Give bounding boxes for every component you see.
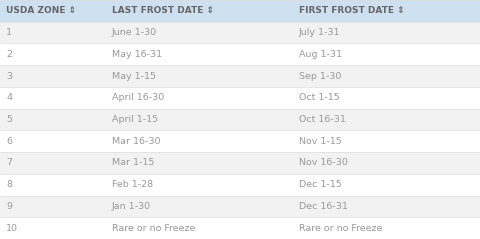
Text: 9: 9 bbox=[6, 202, 12, 211]
Bar bbox=[0, 174, 106, 196]
Text: 7: 7 bbox=[6, 158, 12, 168]
Bar bbox=[106, 174, 293, 196]
Bar bbox=[0, 0, 106, 22]
Bar bbox=[293, 130, 480, 152]
Text: Oct 16-31: Oct 16-31 bbox=[299, 115, 346, 124]
Bar bbox=[293, 22, 480, 43]
Text: Oct 1-15: Oct 1-15 bbox=[299, 93, 340, 102]
Bar bbox=[106, 87, 293, 109]
Text: Aug 1-31: Aug 1-31 bbox=[299, 50, 342, 59]
Text: May 16-31: May 16-31 bbox=[112, 50, 162, 59]
Bar bbox=[0, 196, 106, 217]
Text: April 1-15: April 1-15 bbox=[112, 115, 158, 124]
Bar bbox=[106, 196, 293, 217]
Text: July 1-31: July 1-31 bbox=[299, 28, 340, 37]
Text: Nov 16-30: Nov 16-30 bbox=[299, 158, 348, 168]
Bar bbox=[106, 22, 293, 43]
Bar bbox=[106, 109, 293, 130]
Bar bbox=[106, 152, 293, 174]
Text: Nov 1-15: Nov 1-15 bbox=[299, 137, 342, 146]
Text: 3: 3 bbox=[6, 71, 12, 81]
Bar bbox=[0, 130, 106, 152]
Text: Dec 16-31: Dec 16-31 bbox=[299, 202, 348, 211]
Bar bbox=[293, 0, 480, 22]
Bar bbox=[106, 0, 293, 22]
Bar bbox=[0, 65, 106, 87]
Text: Rare or no Freeze: Rare or no Freeze bbox=[299, 224, 383, 233]
Text: Feb 1-28: Feb 1-28 bbox=[112, 180, 153, 189]
Bar bbox=[293, 217, 480, 239]
Text: May 1-15: May 1-15 bbox=[112, 71, 156, 81]
Bar bbox=[293, 43, 480, 65]
Text: LAST FROST DATE ⇕: LAST FROST DATE ⇕ bbox=[112, 6, 214, 15]
Bar bbox=[106, 65, 293, 87]
Text: FIRST FROST DATE ⇕: FIRST FROST DATE ⇕ bbox=[299, 6, 405, 15]
Text: Sep 1-30: Sep 1-30 bbox=[299, 71, 341, 81]
Text: Jan 1-30: Jan 1-30 bbox=[112, 202, 151, 211]
Text: 10: 10 bbox=[6, 224, 18, 233]
Bar bbox=[0, 87, 106, 109]
Text: 1: 1 bbox=[6, 28, 12, 37]
Text: Mar 1-15: Mar 1-15 bbox=[112, 158, 154, 168]
Bar bbox=[293, 65, 480, 87]
Text: Mar 16-30: Mar 16-30 bbox=[112, 137, 160, 146]
Bar bbox=[0, 152, 106, 174]
Bar bbox=[293, 152, 480, 174]
Bar bbox=[0, 217, 106, 239]
Bar bbox=[106, 217, 293, 239]
Text: Rare or no Freeze: Rare or no Freeze bbox=[112, 224, 195, 233]
Bar bbox=[293, 87, 480, 109]
Text: 2: 2 bbox=[6, 50, 12, 59]
Bar bbox=[293, 196, 480, 217]
Text: 6: 6 bbox=[6, 137, 12, 146]
Bar bbox=[106, 130, 293, 152]
Text: 8: 8 bbox=[6, 180, 12, 189]
Bar bbox=[106, 43, 293, 65]
Text: Dec 1-15: Dec 1-15 bbox=[299, 180, 342, 189]
Text: June 1-30: June 1-30 bbox=[112, 28, 157, 37]
Text: USDA ZONE ⇕: USDA ZONE ⇕ bbox=[6, 6, 76, 15]
Bar bbox=[0, 109, 106, 130]
Text: 5: 5 bbox=[6, 115, 12, 124]
Text: 4: 4 bbox=[6, 93, 12, 102]
Bar bbox=[0, 22, 106, 43]
Bar bbox=[0, 43, 106, 65]
Bar bbox=[293, 109, 480, 130]
Text: April 16-30: April 16-30 bbox=[112, 93, 164, 102]
Bar bbox=[293, 174, 480, 196]
